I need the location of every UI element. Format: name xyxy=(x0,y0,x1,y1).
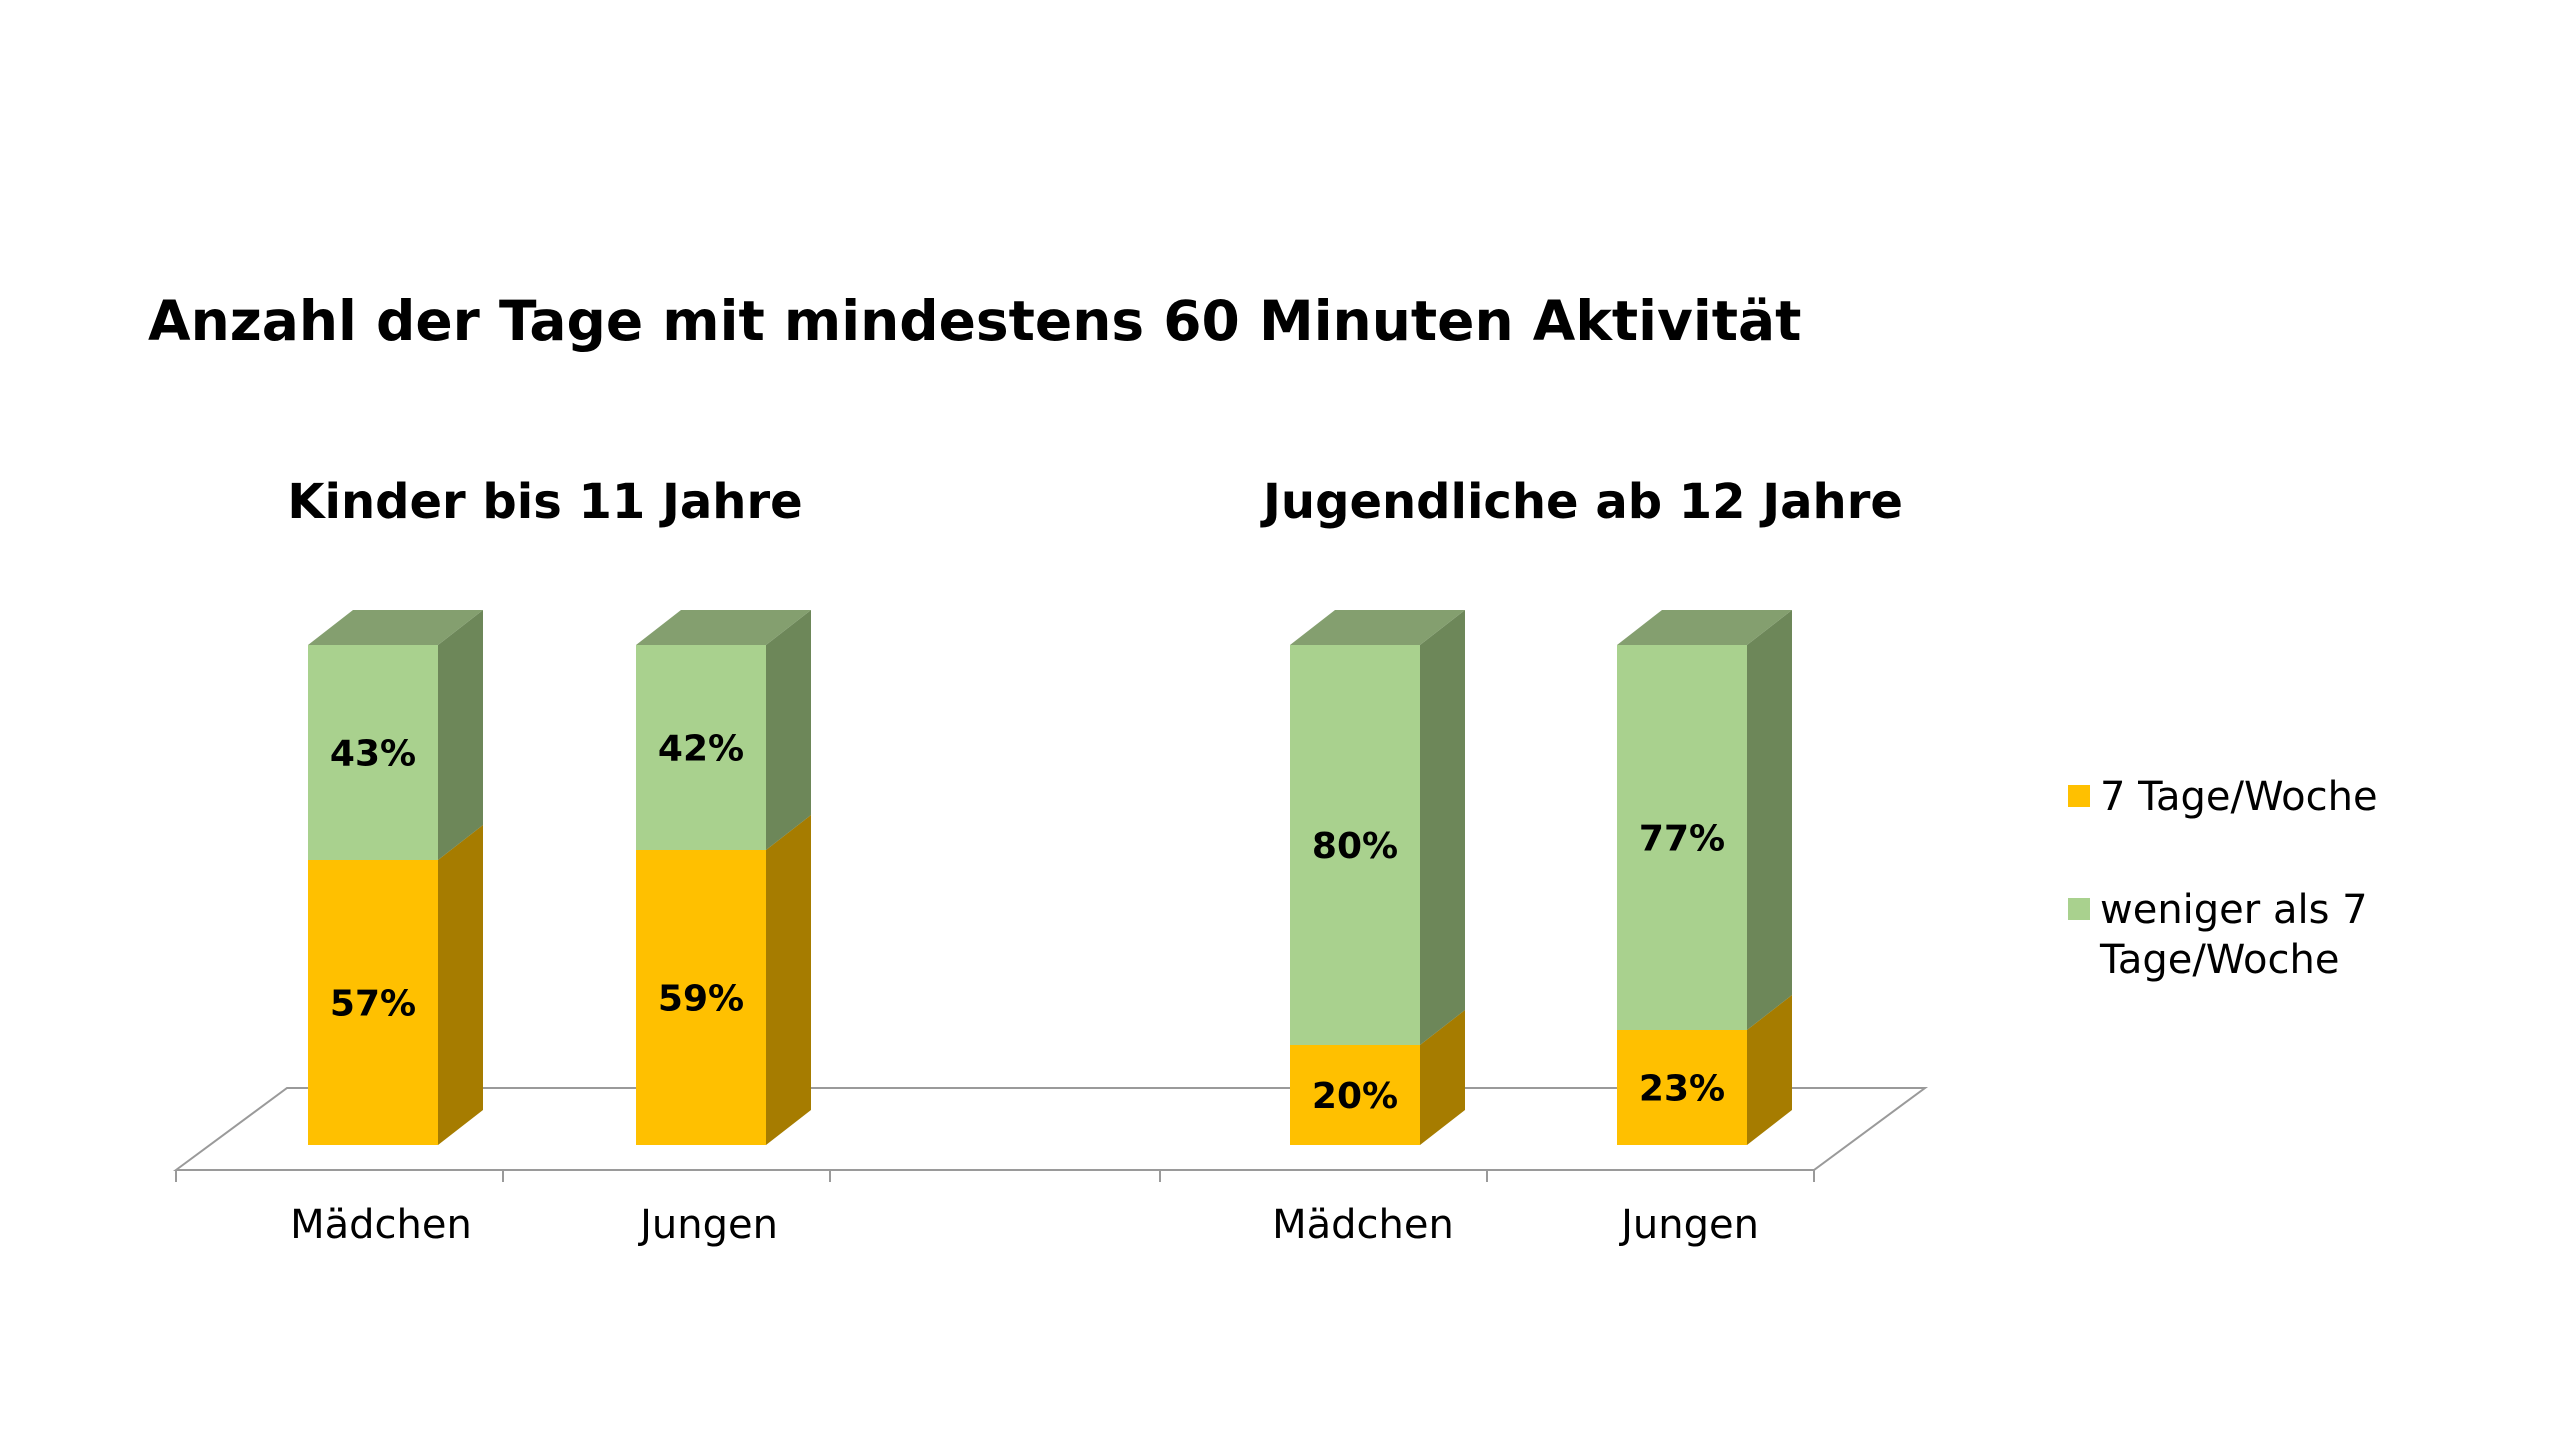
bar-group: 59% 42% xyxy=(636,610,811,1145)
group-title-kinder: Kinder bis 11 Jahre xyxy=(287,474,802,530)
bar-group: 23% 77% xyxy=(1617,610,1792,1145)
bar-segment-7-tage xyxy=(308,860,438,1145)
bar-side-weniger xyxy=(766,610,811,850)
bar-segment-weniger xyxy=(636,645,766,850)
group-title-jugendliche: Jugendliche ab 12 Jahre xyxy=(1260,474,1903,530)
legend-label-weniger: weniger als 7 Tage/Woche xyxy=(2099,887,2380,983)
bar-side-7-tage xyxy=(1747,995,1792,1145)
bar-group: 57% 43% xyxy=(308,610,483,1145)
bar-segment-7-tage xyxy=(636,850,766,1145)
value-label-weniger: 77% xyxy=(1639,819,1725,860)
value-label-7-tage: 59% xyxy=(658,979,744,1020)
bar-segment-weniger xyxy=(1290,645,1420,1045)
bar-top xyxy=(308,610,483,645)
bar-group: 20% 80% xyxy=(1290,610,1465,1145)
legend-label-weniger-line2: Tage/Woche xyxy=(2099,937,2339,983)
bar-top xyxy=(1617,610,1792,645)
category-label: Mädchen xyxy=(1272,1202,1454,1248)
bar-segment-7-tage xyxy=(1290,1045,1420,1145)
bar-side-7-tage xyxy=(1420,1010,1465,1145)
value-label-7-tage: 57% xyxy=(330,984,416,1025)
legend-label-weniger-line1: weniger als 7 xyxy=(2100,887,2368,933)
bar-top xyxy=(636,610,811,645)
value-label-7-tage: 20% xyxy=(1312,1076,1398,1117)
legend-swatch-weniger xyxy=(2068,898,2090,920)
value-label-weniger: 43% xyxy=(330,734,416,775)
category-label: Mädchen xyxy=(290,1202,472,1248)
bar-side-7-tage xyxy=(766,815,811,1145)
chart-title: Anzahl der Tage mit mindestens 60 Minute… xyxy=(148,289,1801,353)
value-label-weniger: 42% xyxy=(658,729,744,770)
bar-segment-weniger xyxy=(1617,645,1747,1030)
bar-side-weniger xyxy=(438,610,483,860)
legend-swatch-7-tage xyxy=(2068,785,2090,807)
bars-layer: 57% 43% 59% 42% 20% 80% 23% 77% xyxy=(308,610,1792,1145)
category-label: Jungen xyxy=(1618,1202,1759,1248)
bar-side-7-tage xyxy=(438,825,483,1145)
bar-side-weniger xyxy=(1420,610,1465,1045)
bar-side-weniger xyxy=(1747,610,1792,1030)
category-labels: Mädchen Jungen Mädchen Jungen xyxy=(290,1202,1759,1248)
bar-segment-weniger xyxy=(308,645,438,860)
category-label: Jungen xyxy=(637,1202,778,1248)
value-label-weniger: 80% xyxy=(1312,826,1398,867)
value-label-7-tage: 23% xyxy=(1639,1069,1725,1110)
legend: 7 Tage/Woche weniger als 7 Tage/Woche xyxy=(2068,774,2380,983)
legend-label-7-tage: 7 Tage/Woche xyxy=(2100,774,2378,820)
floor-outline xyxy=(172,1087,1929,1171)
bar-top xyxy=(1290,610,1465,645)
chart-floor xyxy=(172,1087,1929,1182)
bar-segment-7-tage xyxy=(1617,1030,1747,1145)
